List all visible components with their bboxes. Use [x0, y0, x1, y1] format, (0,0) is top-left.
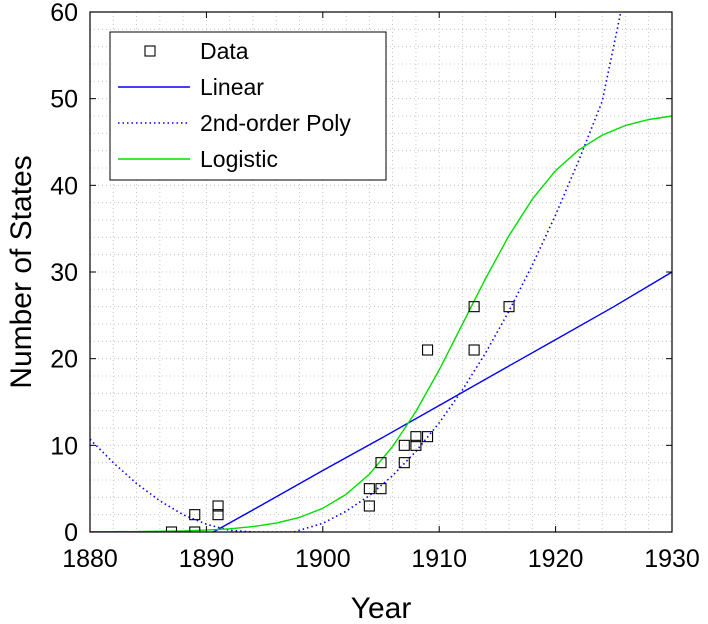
x-tick-label: 1900	[295, 545, 351, 573]
legend-label-data: Data	[200, 38, 249, 64]
x-tick-label: 1910	[411, 545, 467, 573]
x-axis-title: Year	[351, 592, 412, 624]
legend: Data Linear 2nd-order Poly Logistic	[109, 31, 387, 181]
y-tick-label: 30	[50, 259, 78, 287]
data-point	[398, 457, 410, 469]
data-point	[189, 509, 201, 521]
y-tick-label: 40	[50, 172, 78, 200]
x-tick-label: 1930	[644, 545, 700, 573]
y-axis-title: Number of States	[5, 155, 38, 388]
data-point	[422, 344, 434, 356]
series-line-logistic	[90, 115, 672, 532]
series-layer	[90, 12, 672, 532]
data-point	[212, 509, 224, 521]
x-tick-label: 1880	[62, 545, 118, 573]
y-tick-label: 50	[50, 86, 78, 114]
legend-swatch-data	[144, 45, 156, 57]
legend-label-2nd-order-poly: 2nd-order Poly	[200, 110, 351, 136]
data-point	[398, 439, 410, 451]
legend-label-linear: Linear	[200, 74, 264, 100]
x-tick-label: 1920	[528, 545, 584, 573]
data-point	[503, 301, 515, 313]
data-point	[468, 344, 480, 356]
y-tick-label: 20	[50, 346, 78, 374]
data-point	[375, 457, 387, 469]
y-tick-label: 10	[50, 432, 78, 460]
data-point	[363, 500, 375, 512]
data-point	[165, 526, 178, 532]
x-tick-label: 1890	[179, 545, 235, 573]
y-axis: 0 10 20 30 40 50 60	[50, 0, 672, 547]
series-line-linear	[213, 271, 672, 532]
data-point	[212, 500, 224, 512]
data-point	[189, 526, 201, 532]
data-point	[422, 431, 434, 443]
series-line-2nd-order-poly	[90, 12, 622, 532]
data-point	[410, 439, 422, 451]
legend-box	[109, 31, 387, 181]
data-point	[363, 483, 375, 495]
y-tick-label: 60	[50, 0, 78, 27]
data-point	[375, 483, 387, 495]
x-axis: 1880 1890 1900 1910 1920 1930	[62, 12, 700, 573]
legend-label-logistic: Logistic	[200, 146, 278, 172]
data-point	[468, 301, 480, 313]
y-tick-label: 0	[64, 519, 78, 547]
data-point	[410, 431, 422, 443]
